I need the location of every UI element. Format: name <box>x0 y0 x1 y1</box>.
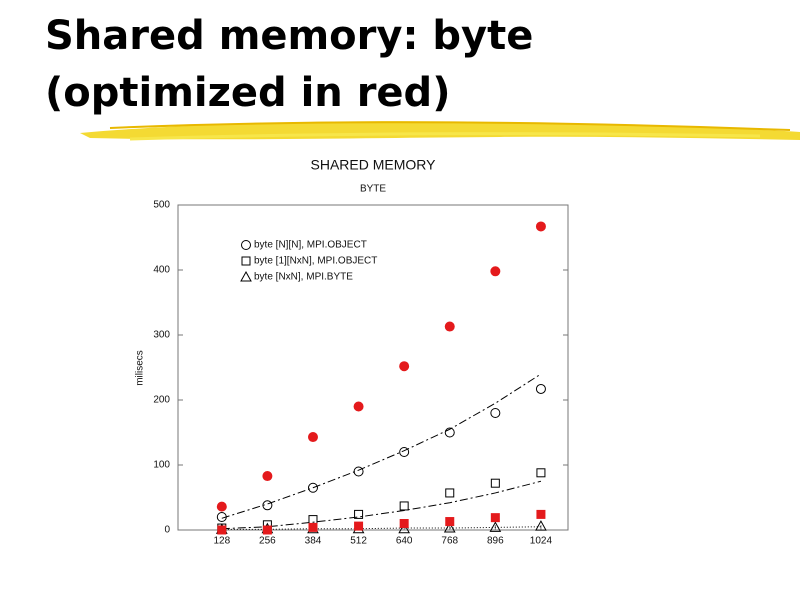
point <box>490 478 500 488</box>
y-tick-label: 100 <box>153 460 170 471</box>
point <box>444 321 455 332</box>
point <box>536 509 546 519</box>
point <box>216 512 227 522</box>
point <box>490 266 501 277</box>
x-tick-label: 640 <box>396 536 413 547</box>
point <box>445 517 455 527</box>
point <box>399 501 409 511</box>
point <box>536 468 546 478</box>
legend-label: byte [1][NxN], MPI.OBJECT <box>254 256 377 267</box>
y-tick-label: 200 <box>153 395 170 406</box>
point <box>445 488 455 498</box>
legend-marker <box>241 240 251 250</box>
point <box>307 482 318 493</box>
brush-underline <box>80 121 800 141</box>
x-tick-label: 384 <box>305 536 322 547</box>
x-tick-label: 1024 <box>530 536 553 547</box>
y-axis-label: milisecs <box>135 350 146 386</box>
point <box>489 521 502 532</box>
point <box>216 501 227 512</box>
point <box>353 466 364 477</box>
point <box>490 513 500 523</box>
fit-line <box>221 373 542 519</box>
point <box>535 221 546 232</box>
point <box>308 522 318 532</box>
point <box>444 427 455 438</box>
legend-marker <box>240 270 252 282</box>
y-tick-label: 500 <box>153 200 170 211</box>
point <box>354 521 364 531</box>
point <box>262 525 272 535</box>
point <box>399 519 409 528</box>
legend-label: byte [NxN], MPI.BYTE <box>254 272 353 283</box>
fit-line <box>221 480 542 530</box>
point <box>354 509 364 519</box>
point <box>490 408 501 418</box>
point <box>217 525 227 535</box>
point <box>262 500 273 511</box>
x-tick-label: 512 <box>350 536 367 547</box>
point <box>443 522 456 533</box>
fit-line <box>221 526 541 530</box>
point <box>535 520 547 531</box>
point <box>262 471 273 482</box>
x-tick-label: 768 <box>441 536 458 547</box>
point <box>399 447 410 457</box>
point <box>398 522 411 534</box>
legend-marker <box>241 256 251 266</box>
chart-subtitle: BYTE <box>360 184 386 195</box>
point <box>399 361 410 372</box>
y-tick-label: 300 <box>153 330 170 341</box>
x-tick-label: 128 <box>213 536 230 547</box>
slide-title: (optimized in red) <box>45 70 450 116</box>
point <box>307 432 318 443</box>
chart-title: SHARED MEMORY <box>311 157 437 173</box>
y-tick-label: 400 <box>153 265 170 276</box>
point <box>535 383 546 394</box>
point <box>353 401 364 412</box>
plot-frame <box>177 204 569 531</box>
legend-label: byte [N][N], MPI.OBJECT <box>254 240 367 251</box>
x-tick-label: 896 <box>487 536 504 547</box>
y-tick-label: 0 <box>164 525 170 536</box>
x-tick-label: 256 <box>259 536 276 547</box>
slide-title: Shared memory: byte <box>45 13 533 59</box>
